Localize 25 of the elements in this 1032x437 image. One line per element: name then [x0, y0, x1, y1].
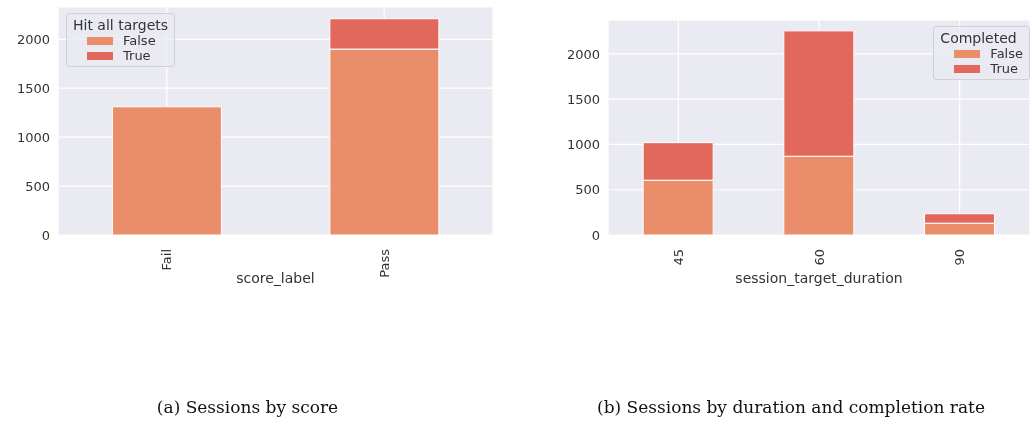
x-tick-label: 60 — [811, 249, 827, 266]
y-tick-label: 0 — [41, 227, 50, 243]
x-tick-label: 90 — [952, 249, 968, 266]
y-tick-label: 1000 — [566, 137, 600, 153]
y-tick-label: 2000 — [566, 46, 600, 62]
legend-label: True — [989, 61, 1019, 76]
y-tick-label: 2000 — [16, 31, 50, 47]
x-axis-title: score_label — [236, 270, 315, 286]
y-tick-label: 1500 — [16, 80, 50, 96]
legend-label: False — [122, 33, 157, 48]
y-tick-label: 0 — [591, 227, 600, 243]
x-tick-label: 45 — [670, 249, 686, 266]
legend-title: Hit all targets — [73, 17, 169, 33]
legend-label: False — [989, 46, 1023, 61]
legend-title: Completed — [940, 30, 1018, 46]
y-tick-label: 500 — [25, 178, 50, 194]
x-tick-label: Pass — [376, 248, 392, 278]
text: (a) Sessions by score — [155, 397, 340, 417]
x-tick-label: Fail — [159, 249, 175, 271]
y-tick-label: 1000 — [16, 129, 50, 145]
y-tick-label: 500 — [575, 182, 600, 198]
text: (b) Sessions by duration and completion rate — [596, 397, 986, 417]
x-axis-title: session_target_duration — [735, 270, 903, 286]
y-tick-label: 1500 — [566, 91, 600, 107]
legend-label: True — [122, 48, 152, 63]
